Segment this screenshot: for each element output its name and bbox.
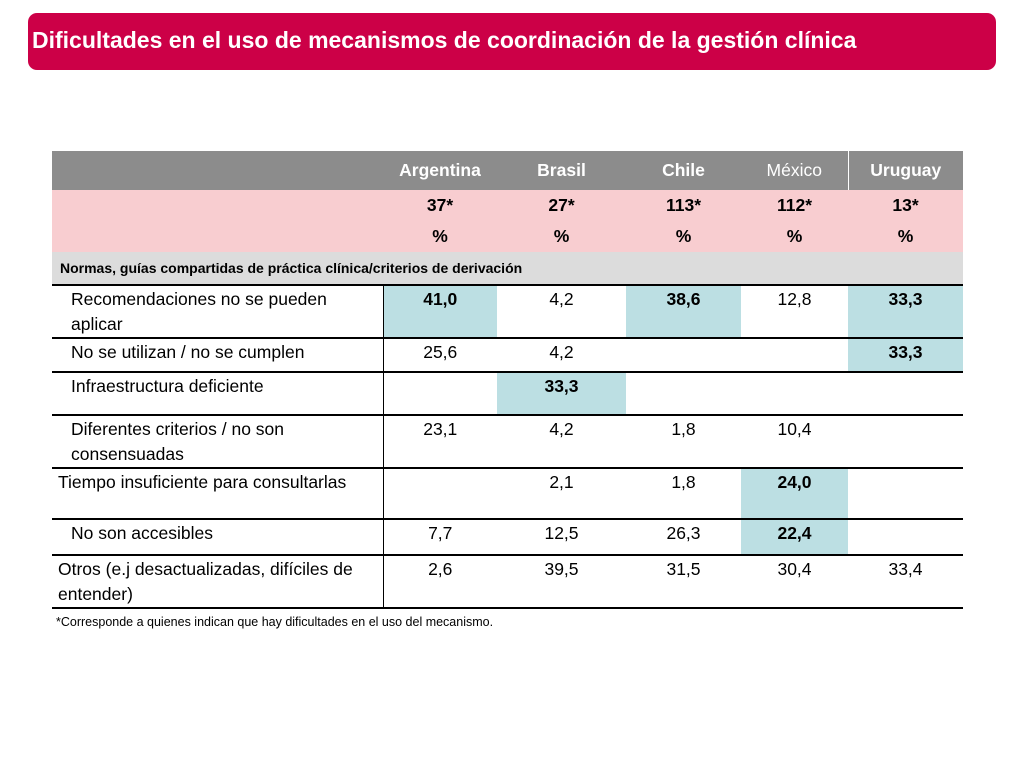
table-row: No se utilizan / no se cumplen 25,6 4,2 …	[52, 338, 963, 373]
row-label: Infraestructura deficiente	[52, 372, 384, 416]
cell-argentina: 23,1	[383, 415, 497, 469]
title-banner: Dificultades en el uso de mecanismos de …	[28, 13, 996, 70]
section-heading: Normas, guías compartidas de práctica cl…	[52, 252, 963, 286]
row-label: No son accesibles	[52, 519, 384, 556]
cell-brasil: 4,2	[497, 285, 626, 339]
cell-argentina: 25,6	[383, 338, 497, 373]
count-argentina: 37*	[383, 190, 497, 221]
table-row: Tiempo insuficiente para consultarlas 2,…	[52, 468, 963, 520]
cell-chile: 38,6	[626, 285, 741, 339]
cell-chile: 26,3	[626, 519, 741, 556]
unit-chile: %	[626, 221, 741, 252]
count-uruguay: 13*	[848, 190, 963, 221]
col-header-mexico: México	[741, 151, 848, 190]
cell-chile: 1,8	[626, 415, 741, 469]
cell-brasil: 2,1	[497, 468, 626, 520]
cell-chile: 31,5	[626, 555, 741, 609]
cell-chile	[626, 338, 741, 373]
cell-mexico: 22,4	[741, 519, 848, 556]
cell-argentina: 2,6	[383, 555, 497, 609]
header-row: Argentina Brasil Chile México Uruguay	[52, 151, 963, 190]
cell-argentina	[383, 372, 497, 416]
table-row: Recomendaciones no se pueden aplicar 41,…	[52, 285, 963, 339]
cell-brasil: 4,2	[497, 415, 626, 469]
cell-brasil: 39,5	[497, 555, 626, 609]
col-header-uruguay: Uruguay	[847, 151, 963, 190]
row-label: Otros (e.j desactualizadas, difíciles de…	[52, 555, 384, 609]
footnote: *Corresponde a quienes indican que hay d…	[56, 615, 494, 629]
unit-uruguay: %	[848, 221, 963, 252]
cell-argentina: 7,7	[383, 519, 497, 556]
unit-blank	[52, 221, 383, 252]
cell-argentina: 41,0	[383, 285, 497, 339]
section-row: Normas, guías compartidas de práctica cl…	[52, 252, 963, 286]
row-label: Diferentes criterios / no son consensuad…	[52, 415, 384, 469]
cell-brasil: 12,5	[497, 519, 626, 556]
cell-mexico: 12,8	[741, 285, 848, 339]
count-blank	[52, 190, 383, 221]
unit-brasil: %	[497, 221, 626, 252]
unit-row: % % % % %	[52, 221, 963, 252]
cell-chile	[626, 372, 741, 416]
cell-mexico	[741, 338, 848, 373]
col-header-brasil: Brasil	[497, 151, 626, 190]
unit-mexico: %	[741, 221, 848, 252]
table-row: Otros (e.j desactualizadas, difíciles de…	[52, 555, 963, 609]
cell-uruguay	[848, 415, 963, 469]
cell-mexico: 10,4	[741, 415, 848, 469]
cell-brasil: 33,3	[497, 372, 626, 416]
cell-brasil: 4,2	[497, 338, 626, 373]
cell-uruguay	[848, 519, 963, 556]
row-label: Recomendaciones no se pueden aplicar	[52, 285, 384, 339]
cell-uruguay: 33,3	[848, 285, 963, 339]
cell-uruguay: 33,4	[848, 555, 963, 609]
header-blank	[52, 151, 383, 190]
row-label: No se utilizan / no se cumplen	[52, 338, 384, 373]
row-label: Tiempo insuficiente para consultarlas	[52, 468, 384, 520]
cell-argentina	[383, 468, 497, 520]
table-row: Infraestructura deficiente 33,3	[52, 372, 963, 416]
cell-mexico: 24,0	[741, 468, 848, 520]
count-chile: 113*	[626, 190, 741, 221]
col-header-chile: Chile	[626, 151, 741, 190]
count-row: 37* 27* 113* 112* 13*	[52, 190, 963, 221]
table-row: Diferentes criterios / no son consensuad…	[52, 415, 963, 469]
slide-title: Dificultades en el uso de mecanismos de …	[32, 27, 857, 53]
cell-chile: 1,8	[626, 468, 741, 520]
cell-uruguay	[848, 468, 963, 520]
cell-mexico	[741, 372, 848, 416]
cell-mexico: 30,4	[741, 555, 848, 609]
cell-uruguay: 33,3	[848, 338, 963, 373]
count-mexico: 112*	[741, 190, 848, 221]
unit-argentina: %	[383, 221, 497, 252]
count-brasil: 27*	[497, 190, 626, 221]
cell-uruguay	[848, 372, 963, 416]
col-header-argentina: Argentina	[383, 151, 497, 190]
table-row: No son accesibles 7,7 12,5 26,3 22,4	[52, 519, 963, 556]
difficulties-table: Argentina Brasil Chile México Uruguay 37…	[52, 151, 963, 609]
